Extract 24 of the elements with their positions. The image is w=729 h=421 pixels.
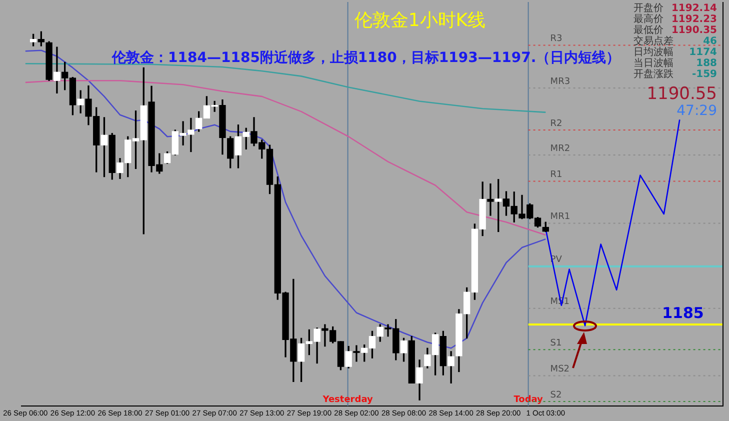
candlestick [353, 345, 360, 362]
ref-line-label: S1 [550, 338, 562, 348]
annotation: 最低价 1190.35 [633, 25, 717, 36]
annotation: 47:29 [676, 103, 717, 119]
annotation: Yesterday [322, 394, 373, 405]
text: 开盘涨跌 -159 [633, 69, 717, 80]
ref-line-label: S2 [550, 390, 562, 400]
ref-line-label: R1 [550, 170, 562, 180]
annotation: 1185 [662, 304, 704, 322]
annotation: 1190.55 [646, 84, 717, 104]
text: 当日波幅 188 [633, 58, 717, 69]
ref-line-label: MR1 [550, 212, 570, 222]
text: 交易点差 46 [633, 36, 717, 47]
ref-line-label: MR3 [550, 76, 570, 87]
ref-line-label: R3 [550, 34, 562, 44]
ref-line-label: MS2 [550, 364, 570, 375]
annotation: Today [514, 394, 544, 405]
text: 开盘价 1192.14 [633, 3, 717, 14]
text: 日均波幅 1174 [633, 47, 717, 58]
text: 最高价 1192.23 [633, 14, 717, 25]
ref-line-label: MR2 [550, 144, 570, 154]
chart-title: 伦敦金1小时K线 [353, 9, 487, 32]
candlestick [487, 183, 494, 216]
ref-line-label: R2 [550, 118, 562, 129]
